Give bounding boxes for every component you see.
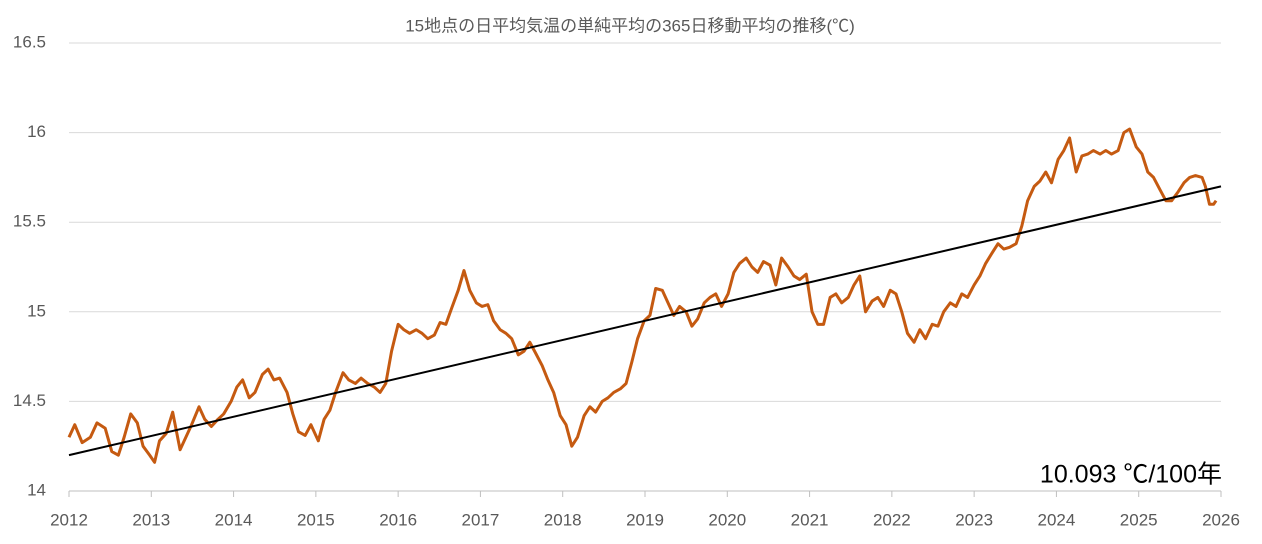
x-tick-label: 2013 [132,510,170,529]
x-tick-label: 2019 [626,510,664,529]
x-tick-label: 2015 [297,510,335,529]
x-tick-label: 2020 [708,510,746,529]
x-tick-label: 2023 [955,510,993,529]
series-line [67,127,1218,464]
y-tick-label: 15 [27,301,46,320]
x-tick-label: 2014 [215,510,253,529]
y-tick-label: 14.5 [13,391,46,410]
series-line [68,185,1222,457]
chart-title: 15地点の日平均気温の単純平均の365日移動平均の推移(℃) [405,16,855,35]
grid: 14 14.5 15 15.5 16 16.5 2012 2013 2014 2015 2016 20… [13,32,1240,529]
y-tick-label: 15.5 [13,212,46,231]
x-tick-label: 2025 [1120,510,1158,529]
x-tick-label: 2024 [1038,510,1076,529]
y-tick-label: 16 [27,122,46,141]
x-tick-label: 2016 [379,510,417,529]
plot [67,127,1222,464]
x-tick-label: 2017 [462,510,500,529]
y-tick-label: 14 [27,480,46,499]
x-tick-label: 2026 [1202,510,1240,529]
y-tick-label: 16.5 [13,32,46,51]
x-tick-label: 2018 [544,510,582,529]
x-tick-label: 2022 [873,510,911,529]
annotation: 10.093 ℃/100年 [1040,461,1222,489]
x-tick-label: 2012 [50,510,88,529]
x-tick-label: 2021 [791,510,829,529]
